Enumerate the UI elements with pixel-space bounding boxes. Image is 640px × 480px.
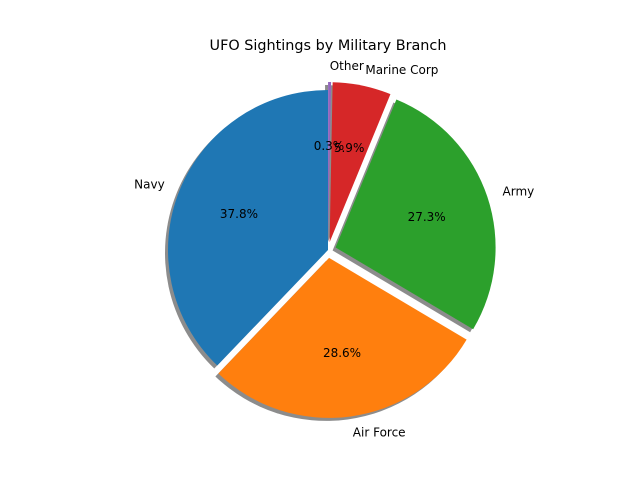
slice-pct-label-air-force: 28.6% (323, 346, 361, 360)
slice-label-army: Army (503, 185, 535, 199)
slice-labels: Navy 37.8% Air Force 28.6% Army 27.3% Marine C… (134, 59, 534, 439)
slice-pct-label-other: 0.3% (314, 139, 345, 153)
slice-pct-label-marine-corp: 5.9% (334, 141, 365, 155)
slice-pct-label-army: 27.3% (408, 210, 446, 224)
slice-label-other: Other (330, 59, 364, 73)
slice-navy (168, 90, 328, 366)
slice-air-force (218, 257, 467, 418)
slice-other (328, 82, 332, 243)
slice-label-marine-corp: Marine Corp (365, 63, 438, 77)
slice-label-air-force: Air Force (353, 425, 406, 439)
slice-army (335, 99, 496, 330)
chart-title: UFO Sightings by Military Branch (210, 38, 447, 54)
slice-marine-corp (329, 82, 391, 243)
pie-slices (168, 82, 496, 418)
slice-label-navy: Navy (134, 177, 165, 191)
slice-pct-label-navy: 37.8% (220, 207, 258, 221)
